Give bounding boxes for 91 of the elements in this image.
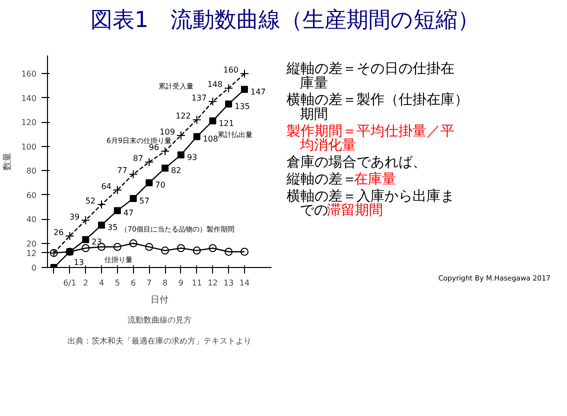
chart-title: 図表1 流動数曲線（生産期間の短縮）	[90, 7, 480, 35]
data-label: 109	[160, 127, 175, 136]
text: 滞留期間	[326, 202, 383, 218]
point	[209, 117, 216, 124]
x-tick-label: 7	[146, 278, 152, 288]
data-label: 93	[186, 152, 198, 162]
data-label: 121	[218, 118, 234, 128]
point	[161, 246, 170, 255]
data-label: 148	[207, 80, 223, 90]
x-tick-label: 5	[114, 278, 120, 288]
point	[97, 200, 106, 210]
data-label: 57	[139, 196, 150, 206]
data-label: 147	[250, 87, 266, 96]
point	[162, 164, 169, 172]
point	[192, 115, 202, 124]
source-note: 出典：茨木和夫「最適在庫の求め方」テキストより	[68, 336, 252, 346]
x-tick-label: 2	[83, 278, 88, 288]
point	[114, 207, 121, 214]
point	[82, 236, 90, 244]
text: 倉庫の場合であれば、	[286, 154, 426, 170]
point	[144, 158, 154, 167]
y-tick-label: 40	[26, 215, 37, 224]
x-tick-label: 9	[178, 278, 184, 288]
data-label: 35	[108, 223, 118, 232]
y-tick-label: 120	[21, 118, 37, 128]
point	[208, 97, 218, 106]
point	[192, 246, 201, 255]
point	[224, 248, 233, 256]
text: 製作期間＝平均仕掛量／平均消化量	[286, 123, 454, 154]
data-label: 82	[171, 166, 182, 176]
x-tick-label: 8	[162, 278, 168, 288]
point	[224, 84, 234, 93]
point	[240, 69, 249, 78]
data-label: 77	[117, 166, 128, 176]
text: 縦軸の差＝その日の仕掛在庫量	[285, 61, 454, 92]
x-tick-label: 11	[192, 278, 202, 288]
data-label: 52	[85, 196, 96, 206]
point	[176, 130, 186, 140]
data-label: 47	[123, 208, 134, 218]
point	[240, 86, 248, 93]
data-label: 96	[148, 143, 160, 152]
point	[240, 248, 248, 256]
y-tick-label: 60	[26, 190, 37, 200]
point	[98, 222, 106, 229]
y-tick-label: 140	[21, 94, 37, 103]
data-label: 64	[101, 182, 112, 191]
data-label: 13	[74, 258, 84, 267]
point	[146, 179, 153, 186]
text: 横軸の差＝製作（仕掛在庫）期間	[286, 92, 468, 122]
x-tick-label: 6/1	[63, 278, 76, 288]
text: 在庫量	[354, 171, 396, 188]
y-tick-label: 80	[26, 166, 37, 176]
x-tick-label: 6	[130, 278, 136, 288]
y-tick-label: 160	[21, 70, 37, 79]
point	[208, 244, 217, 252]
data-label: 137	[191, 94, 207, 103]
point	[112, 185, 122, 194]
text: での	[300, 202, 328, 218]
point	[176, 244, 185, 252]
point	[65, 232, 74, 241]
data-label: 160	[223, 66, 239, 75]
point	[177, 151, 184, 158]
x-tick-label: 14	[239, 278, 250, 288]
data-label: 135	[234, 102, 250, 111]
data-label: 108	[202, 134, 218, 144]
point	[145, 242, 154, 251]
y-axis-title: 数量	[2, 152, 14, 170]
data-label: 122	[176, 112, 191, 121]
point	[130, 194, 137, 202]
point	[225, 100, 232, 108]
x-tick-label: 13	[224, 278, 234, 288]
x-axis-title: 日付	[150, 294, 168, 306]
text: 横軸の差＝入庫から出庫ま	[286, 188, 454, 204]
data-label: 39	[69, 212, 80, 222]
x-tick-label: 4	[98, 278, 104, 288]
point	[81, 216, 90, 225]
point	[128, 170, 138, 179]
y-tick-label: 0	[31, 264, 37, 272]
y-tick-label: 12	[26, 248, 37, 258]
point	[193, 133, 200, 140]
point	[160, 146, 170, 156]
data-label: 87	[132, 154, 144, 164]
y-tick-label: 100	[21, 142, 37, 152]
y-tick-label: 20	[26, 239, 37, 248]
text: 流動数曲線の見方	[128, 316, 192, 324]
point	[113, 242, 122, 251]
point	[129, 239, 138, 248]
x-tick-label: 12	[208, 278, 218, 288]
data-label: 26	[54, 228, 64, 238]
point	[82, 244, 90, 252]
data-label: 70	[155, 180, 166, 190]
